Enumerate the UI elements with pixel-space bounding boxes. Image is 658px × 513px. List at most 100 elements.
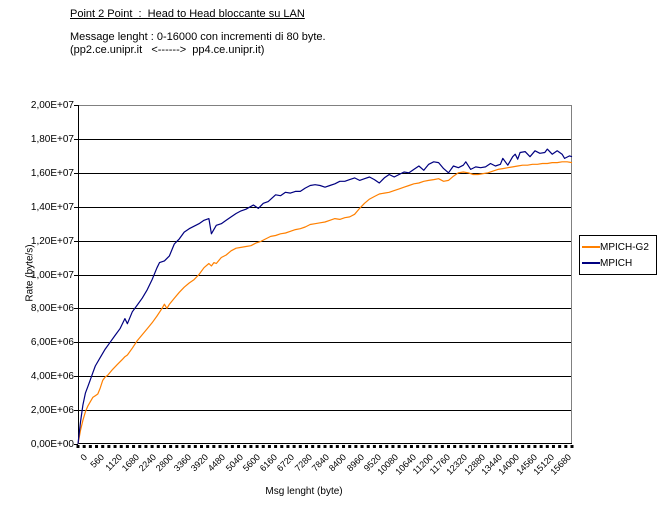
y-axis-tick-label: 2,00E+07: [30, 100, 74, 111]
x-axis-tick: [323, 445, 327, 448]
x-axis-tick: [372, 445, 376, 448]
x-axis-tick: [317, 445, 321, 448]
x-axis-tick: [169, 445, 173, 448]
x-axis-tick: [496, 445, 500, 448]
x-axis-tick: [255, 445, 259, 448]
x-axis-tick: [224, 445, 228, 448]
y-axis-tick-label: 8,00E+06: [30, 303, 74, 315]
chart-title: Point 2 Point : Head to Head bloccante s…: [70, 8, 305, 20]
x-axis-tick: [484, 445, 488, 448]
x-axis-tick: [274, 445, 278, 448]
x-axis-tick: [385, 445, 389, 448]
x-axis-tick: [366, 445, 370, 448]
x-axis-tick: [447, 445, 450, 448]
chart-subtitle-line1: Message lenght : 0-16000 con incrementi …: [70, 31, 326, 43]
legend-line-swatch-mpich: [582, 262, 600, 264]
x-axis-tick: [298, 445, 302, 448]
x-axis-tick: [514, 445, 518, 448]
x-axis-tick: [471, 445, 475, 448]
legend-label-mpich: MPICH: [600, 257, 633, 269]
x-axis-tick: [286, 445, 290, 448]
x-axis-tick: [132, 445, 136, 448]
x-axis-tick: [422, 445, 426, 448]
x-axis-tick: [558, 445, 562, 448]
x-axis-tick: [175, 445, 179, 448]
x-axis-tick: [162, 445, 166, 448]
x-axis-tick: [125, 445, 129, 448]
x-axis-tick: [403, 445, 407, 448]
chart-subtitle-line2: (pp2.ce.unipr.it <------> pp4.ce.unipr.i…: [70, 44, 265, 56]
x-axis-tick: [156, 445, 160, 448]
x-axis-tick: [280, 445, 284, 448]
x-axis-tick: [533, 445, 537, 448]
x-axis-tick: [440, 445, 444, 448]
x-axis-tick: [348, 445, 352, 448]
y-axis-tick-label: 1,80E+07: [30, 133, 74, 145]
x-axis-tick: [267, 445, 271, 448]
y-axis-tick-label: 6,00E+06: [30, 337, 74, 349]
x-axis-tick: [193, 445, 197, 448]
x-axis-tick: [119, 445, 123, 448]
x-axis-tick: [465, 445, 469, 448]
x-axis-tick: [570, 445, 574, 448]
x-axis-tick: [527, 445, 531, 448]
x-axis-tick: [292, 445, 296, 448]
x-axis-tick: [304, 445, 308, 448]
x-axis-tick: [218, 445, 222, 448]
x-axis-tick: [551, 445, 555, 448]
x-axis-tick: [88, 445, 92, 448]
series-line-mpich: [77, 148, 573, 445]
x-axis-tick: [459, 445, 463, 448]
x-axis-tick: [212, 445, 216, 448]
x-axis-tick: [379, 445, 383, 448]
x-axis-tick: [101, 445, 105, 448]
x-axis-tick: [261, 445, 265, 448]
y-axis-tick-label: 1,40E+07: [30, 201, 74, 213]
x-axis-tick: [107, 445, 111, 448]
x-axis-tick: [564, 445, 568, 448]
x-axis-tick: [477, 445, 481, 448]
x-axis-title: Msg lenght (byte): [265, 486, 343, 497]
x-axis-tick: [490, 445, 494, 448]
x-axis-tick: [391, 445, 395, 448]
x-axis-tick: [76, 445, 80, 448]
x-axis-tick: [237, 445, 241, 448]
x-axis-tick: [409, 445, 413, 448]
x-axis-tick: [243, 445, 247, 448]
y-axis-tick-label: 1,20E+07: [30, 235, 74, 247]
x-axis-tick: [95, 445, 99, 448]
x-axis-tick: [521, 445, 525, 448]
legend-item-mpich-g2: MPICH-G2: [582, 239, 656, 255]
x-axis-tick: [181, 445, 185, 448]
x-axis-tick: [545, 445, 549, 448]
x-axis-tick: [360, 445, 364, 448]
x-axis-tick: [539, 445, 543, 448]
x-axis-tick: [206, 445, 210, 448]
x-axis-tick: [329, 445, 333, 448]
x-axis-tick: [397, 445, 401, 448]
y-axis-tick-label: 1,60E+07: [30, 167, 74, 179]
y-axis-tick-label: 2,00E+06: [30, 405, 74, 417]
x-axis-tick: [138, 445, 142, 448]
x-axis-tick: [434, 445, 438, 448]
x-axis-tick: [502, 445, 506, 448]
legend: MPICH-G2 MPICH: [579, 235, 657, 275]
x-axis-tick: [144, 445, 148, 448]
x-axis-tick: [311, 445, 315, 448]
x-axis-tick: [428, 445, 432, 448]
x-axis-tick: [249, 445, 253, 448]
x-axis-tick: [335, 445, 339, 448]
legend-label-mpich-g2: MPICH-G2: [600, 241, 649, 253]
x-axis-tick: [113, 445, 117, 448]
x-axis-tick: [354, 445, 358, 448]
series-line-mpich-g2: [77, 161, 573, 445]
x-axis-tick: [508, 445, 512, 448]
x-axis-tick: [342, 445, 346, 448]
x-axis-tick: [200, 445, 203, 448]
x-axis-tick: [453, 445, 457, 448]
x-axis-tick: [82, 445, 86, 448]
x-axis-tick: [187, 445, 191, 448]
y-axis-tick-label: 1,00E+07: [30, 269, 74, 281]
y-axis-tick-label: 4,00E+06: [30, 371, 74, 383]
